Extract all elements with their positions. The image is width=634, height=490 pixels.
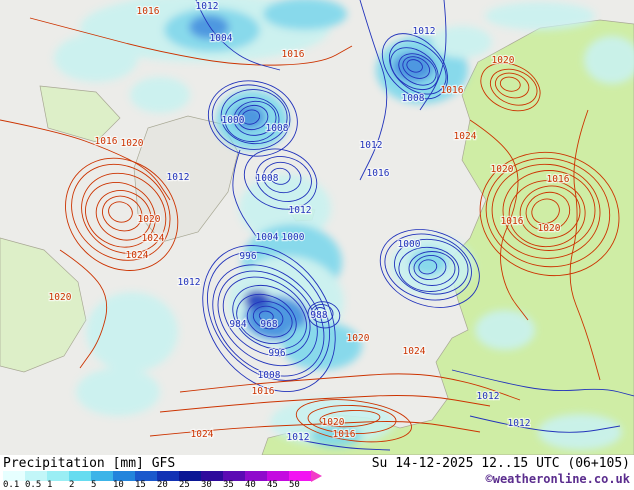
- precipitation-map: 1016 1012 1004 1012 1016 1020 1008 1016 1016 1020…: [0, 0, 634, 455]
- svg-text:1020: 1020: [138, 214, 161, 225]
- scale-segment: [289, 471, 311, 481]
- isobar-layer: [0, 0, 634, 451]
- scale-segment: [245, 471, 267, 481]
- scale-tick-label: 30: [201, 480, 212, 490]
- svg-text:1012: 1012: [508, 418, 531, 429]
- svg-text:1020: 1020: [347, 333, 370, 344]
- legend-title: Precipitation [mm] GFS: [3, 456, 176, 471]
- scale-tick-label: 1: [47, 480, 53, 490]
- svg-text:988: 988: [310, 310, 327, 321]
- svg-text:1020: 1020: [49, 292, 72, 303]
- scale-tick-label: 15: [135, 480, 146, 490]
- scale-tick-label: 0.1: [3, 480, 20, 490]
- scale-arrow-icon: [311, 470, 322, 482]
- legend-bar: Precipitation [mm] GFS Su 14-12-2025 12.…: [0, 455, 634, 490]
- svg-text:1016: 1016: [501, 216, 524, 227]
- svg-text:1008: 1008: [402, 93, 425, 104]
- svg-text:1020: 1020: [491, 164, 514, 175]
- scale-tick-label: 5: [91, 480, 97, 490]
- svg-text:1016: 1016: [95, 136, 118, 147]
- scale-tick-label: 25: [179, 480, 190, 490]
- scale-segment: [3, 471, 25, 481]
- svg-text:1000: 1000: [222, 115, 245, 126]
- scale-segment: [69, 471, 91, 481]
- svg-text:984: 984: [229, 319, 246, 330]
- svg-text:1024: 1024: [142, 233, 165, 244]
- scale-segment: [223, 471, 245, 481]
- scale-segment: [267, 471, 289, 481]
- svg-text:1008: 1008: [258, 370, 281, 381]
- scale-segment: [91, 471, 113, 481]
- scale-tick-labels: 0.1 0.5 1 2 5 10 15 20 25 30 35 40 45 50: [3, 481, 311, 490]
- scale-tick-label: 45: [267, 480, 278, 490]
- svg-text:1016: 1016: [547, 174, 570, 185]
- svg-text:1000: 1000: [282, 232, 305, 243]
- svg-text:1000: 1000: [398, 239, 421, 250]
- svg-text:1020: 1020: [492, 55, 515, 66]
- land-layer: [0, 19, 634, 455]
- svg-text:1016: 1016: [367, 168, 390, 179]
- scale-tick-label: 10: [113, 480, 124, 490]
- scale-segment: [157, 471, 179, 481]
- forecast-datetime: Su 14-12-2025 12..15 UTC (06+105): [371, 456, 630, 471]
- svg-text:1016: 1016: [137, 6, 160, 17]
- svg-text:1012: 1012: [289, 205, 312, 216]
- svg-text:1012: 1012: [477, 391, 500, 402]
- svg-text:1016: 1016: [441, 85, 464, 96]
- scale-tick-label: 40: [245, 480, 256, 490]
- svg-text:1020: 1020: [121, 138, 144, 149]
- copyright: ©weatheronline.co.uk: [485, 472, 631, 486]
- scale-tick-label: 50: [289, 480, 300, 490]
- scale-tick-label: 2: [69, 480, 75, 490]
- scale-tick-label: 35: [223, 480, 234, 490]
- svg-text:1012: 1012: [413, 26, 436, 37]
- scale-segment: [25, 471, 47, 481]
- svg-text:1020: 1020: [538, 223, 561, 234]
- svg-text:996: 996: [239, 251, 256, 262]
- svg-text:1024: 1024: [454, 131, 477, 142]
- svg-text:1016: 1016: [333, 429, 356, 440]
- scale-segment: [179, 471, 201, 481]
- svg-text:1004: 1004: [210, 33, 233, 44]
- svg-text:1024: 1024: [126, 250, 149, 261]
- scale-segment: [113, 471, 135, 481]
- svg-text:1016: 1016: [282, 49, 305, 60]
- svg-text:996: 996: [268, 348, 285, 359]
- svg-text:1024: 1024: [403, 346, 426, 357]
- scale-segment: [201, 471, 223, 481]
- svg-text:1012: 1012: [167, 172, 190, 183]
- svg-text:1012: 1012: [196, 1, 219, 12]
- svg-text:1012: 1012: [360, 140, 383, 151]
- scale-segment: [135, 471, 157, 481]
- svg-text:1024: 1024: [191, 429, 214, 440]
- scale-tick-label: 20: [157, 480, 168, 490]
- scale-segment: [47, 471, 69, 481]
- svg-text:1008: 1008: [266, 123, 289, 134]
- svg-text:1012: 1012: [287, 432, 310, 443]
- svg-text:1004: 1004: [256, 232, 279, 243]
- svg-text:1012: 1012: [178, 277, 201, 288]
- svg-text:1008: 1008: [256, 173, 279, 184]
- scale-tick-label: 0.5: [25, 480, 42, 490]
- svg-text:1020: 1020: [322, 417, 345, 428]
- svg-text:1016: 1016: [252, 386, 275, 397]
- svg-text:968: 968: [260, 319, 277, 330]
- precipitation-color-scale: [3, 470, 322, 482]
